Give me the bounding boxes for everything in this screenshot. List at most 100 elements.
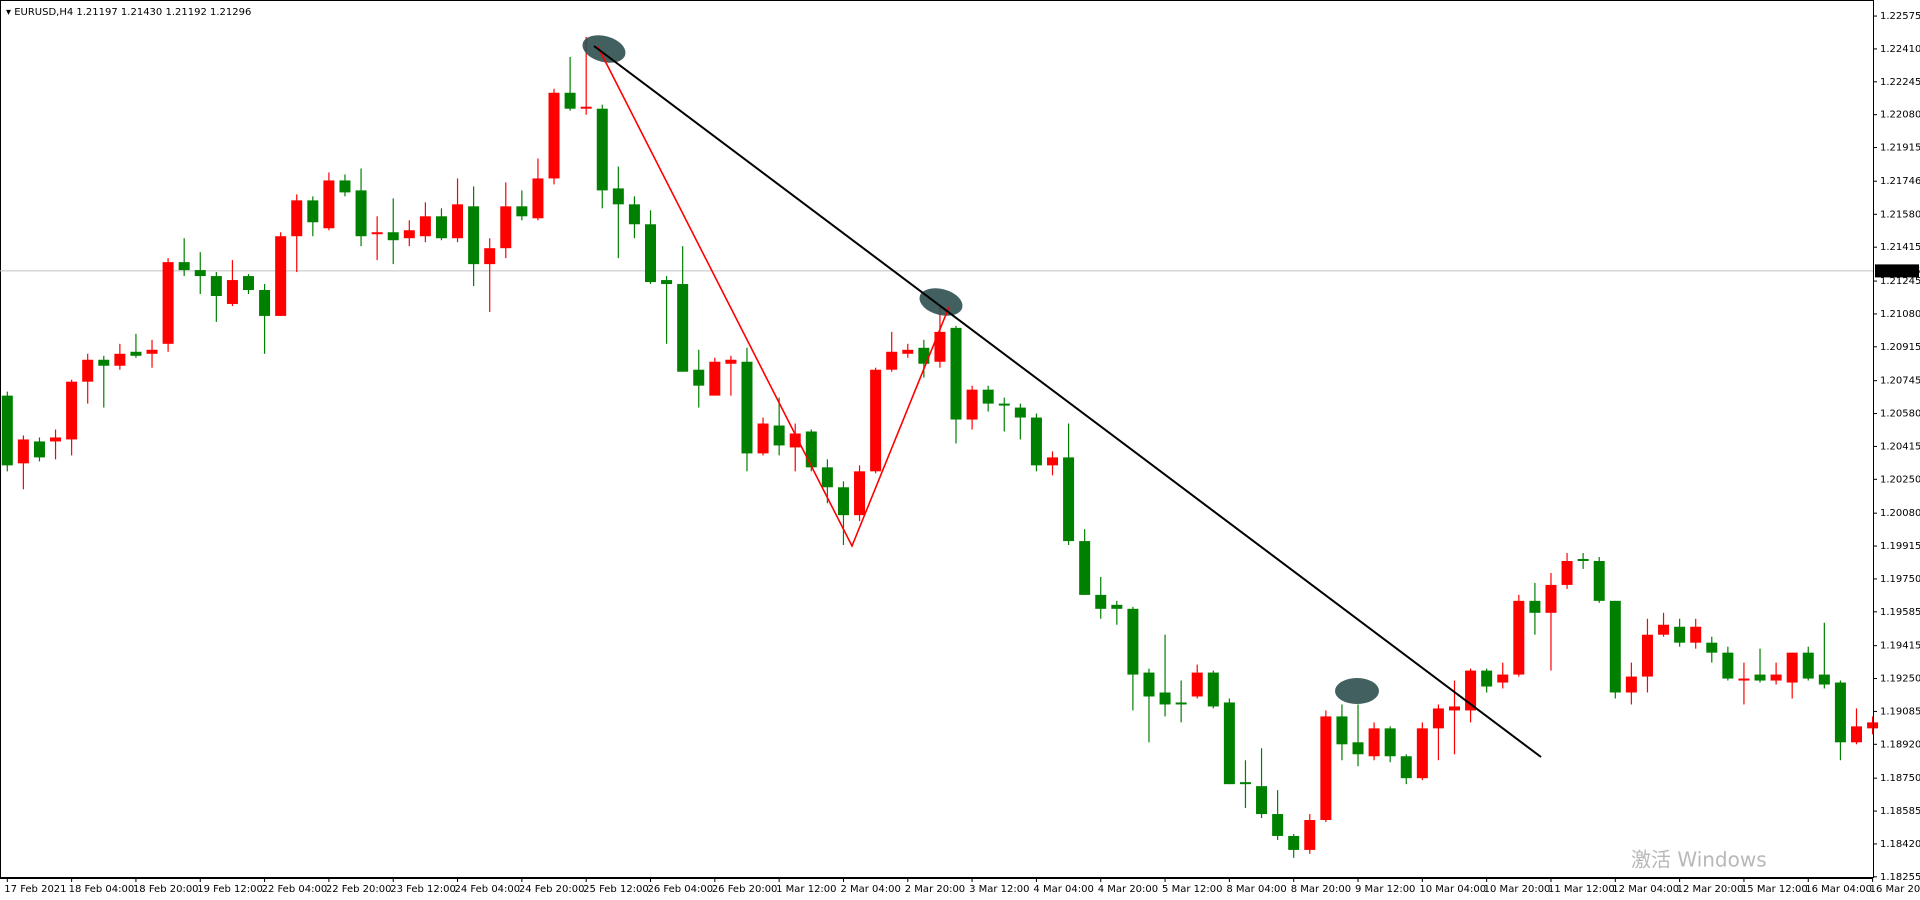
y-tick-label: 1.21245 xyxy=(1880,276,1920,287)
candle-body xyxy=(661,280,673,285)
candle-body xyxy=(950,327,962,420)
candle-body xyxy=(902,349,914,354)
candle-body xyxy=(725,359,737,364)
candle-body xyxy=(982,389,994,404)
candle-body xyxy=(1770,674,1782,681)
x-tick-label: 24 Feb 04:00 xyxy=(455,884,521,895)
candle-body xyxy=(1545,584,1557,613)
x-tick-label: 17 Feb 2021 xyxy=(4,884,66,895)
y-tick-label: 1.18585 xyxy=(1880,806,1920,817)
x-tick-label: 23 Feb 12:00 xyxy=(390,884,456,895)
candle-body xyxy=(1272,814,1284,836)
x-tick-label: 22 Feb 20:00 xyxy=(326,884,392,895)
current-price-tag xyxy=(1875,264,1919,278)
candle-body xyxy=(307,200,319,223)
y-tick-label: 1.19750 xyxy=(1880,574,1920,585)
candle-body xyxy=(1400,756,1412,779)
candle-body xyxy=(1256,786,1268,815)
candle-body xyxy=(773,425,785,446)
trend-line xyxy=(593,45,1542,758)
candle-body xyxy=(645,224,656,283)
x-tick-label: 18 Feb 04:00 xyxy=(69,884,135,895)
candle-body xyxy=(821,467,833,488)
candle-body xyxy=(1063,457,1075,542)
y-tick-label: 1.19915 xyxy=(1880,541,1920,552)
candle-body xyxy=(854,471,866,516)
candle-body xyxy=(500,206,512,249)
candle-body xyxy=(419,216,431,237)
candle-body xyxy=(870,369,882,472)
candle-body xyxy=(1738,678,1750,681)
x-tick-label: 16 Mar 04:00 xyxy=(1805,884,1872,895)
y-tick-label: 1.19415 xyxy=(1880,641,1920,652)
candle-body xyxy=(1658,624,1670,635)
x-tick-label: 19 Feb 12:00 xyxy=(197,884,263,895)
y-tick-label: 1.20415 xyxy=(1880,441,1920,452)
candle-body xyxy=(162,262,174,344)
y-tick-label: 1.22410 xyxy=(1880,44,1920,55)
x-tick-label: 5 Mar 12:00 xyxy=(1162,884,1222,895)
x-tick-label: 22 Feb 04:00 xyxy=(262,884,328,895)
candle-body xyxy=(1288,835,1300,850)
candle-body xyxy=(1867,722,1879,729)
candle-body xyxy=(1577,559,1589,561)
candle-body xyxy=(323,180,335,229)
candle-body xyxy=(1561,560,1573,585)
x-tick-label: 9 Mar 12:00 xyxy=(1355,884,1415,895)
chart-title: ▾ EURUSD,H4 1.21197 1.21430 1.21192 1.21… xyxy=(6,7,251,18)
candle-body xyxy=(789,433,801,448)
watermark: 激活 Windows xyxy=(1631,848,1767,872)
candle-body xyxy=(275,236,287,316)
candle-body xyxy=(580,106,592,109)
candle-body xyxy=(259,290,271,316)
candle-body xyxy=(1014,407,1026,418)
candle-body xyxy=(1754,674,1766,681)
candle-body xyxy=(1207,672,1219,707)
x-tick-label: 12 Mar 20:00 xyxy=(1677,884,1744,895)
candle-body xyxy=(1818,674,1830,685)
candle-body xyxy=(837,487,849,516)
candle-body xyxy=(1625,676,1637,693)
candle-body xyxy=(291,200,303,237)
candle-body xyxy=(1368,728,1380,757)
x-tick-label: 8 Mar 20:00 xyxy=(1291,884,1351,895)
x-tick-label: 2 Mar 04:00 xyxy=(840,884,900,895)
candle-body xyxy=(1802,652,1814,679)
y-tick-label: 1.19085 xyxy=(1880,706,1920,717)
candle-body xyxy=(966,389,978,420)
y-tick-label: 1.19250 xyxy=(1880,674,1920,685)
x-tick-label: 25 Feb 12:00 xyxy=(583,884,649,895)
candle-body xyxy=(178,262,190,271)
candle-body xyxy=(1127,608,1139,675)
candle-body xyxy=(243,276,254,291)
candle-body xyxy=(612,188,624,205)
candle-body xyxy=(1529,600,1541,613)
candle-body xyxy=(1449,706,1460,711)
candle-body xyxy=(484,248,496,265)
candle-body xyxy=(532,178,544,219)
chart-title-text: EURUSD,H4 1.21197 1.21430 1.21192 1.2129… xyxy=(14,7,251,18)
x-tick-label: 24 Feb 20:00 xyxy=(519,884,585,895)
candle-body xyxy=(1513,600,1525,675)
candle-body xyxy=(226,280,238,304)
y-tick-label: 1.18750 xyxy=(1880,773,1920,784)
candle-body xyxy=(1030,417,1042,466)
candle-body xyxy=(1722,652,1734,679)
y-tick-label: 1.20250 xyxy=(1880,474,1920,485)
candle-body xyxy=(1432,708,1444,729)
candle-body xyxy=(918,347,930,364)
candle-body xyxy=(934,331,946,362)
candle-body xyxy=(1,395,13,466)
y-tick-label: 1.20745 xyxy=(1880,376,1920,387)
candle-body xyxy=(564,92,576,109)
drawings xyxy=(582,35,1542,758)
candle-body xyxy=(693,369,705,386)
candle-body xyxy=(1497,674,1509,683)
zigzag-line xyxy=(597,46,950,548)
y-tick-label: 1.21746 xyxy=(1880,176,1920,187)
x-tick-label: 12 Mar 04:00 xyxy=(1612,884,1679,895)
candle-body xyxy=(1593,560,1605,601)
current-price-label: 1.21296 xyxy=(1879,266,1920,277)
candle-body xyxy=(210,276,222,296)
candle-body xyxy=(1336,716,1348,745)
